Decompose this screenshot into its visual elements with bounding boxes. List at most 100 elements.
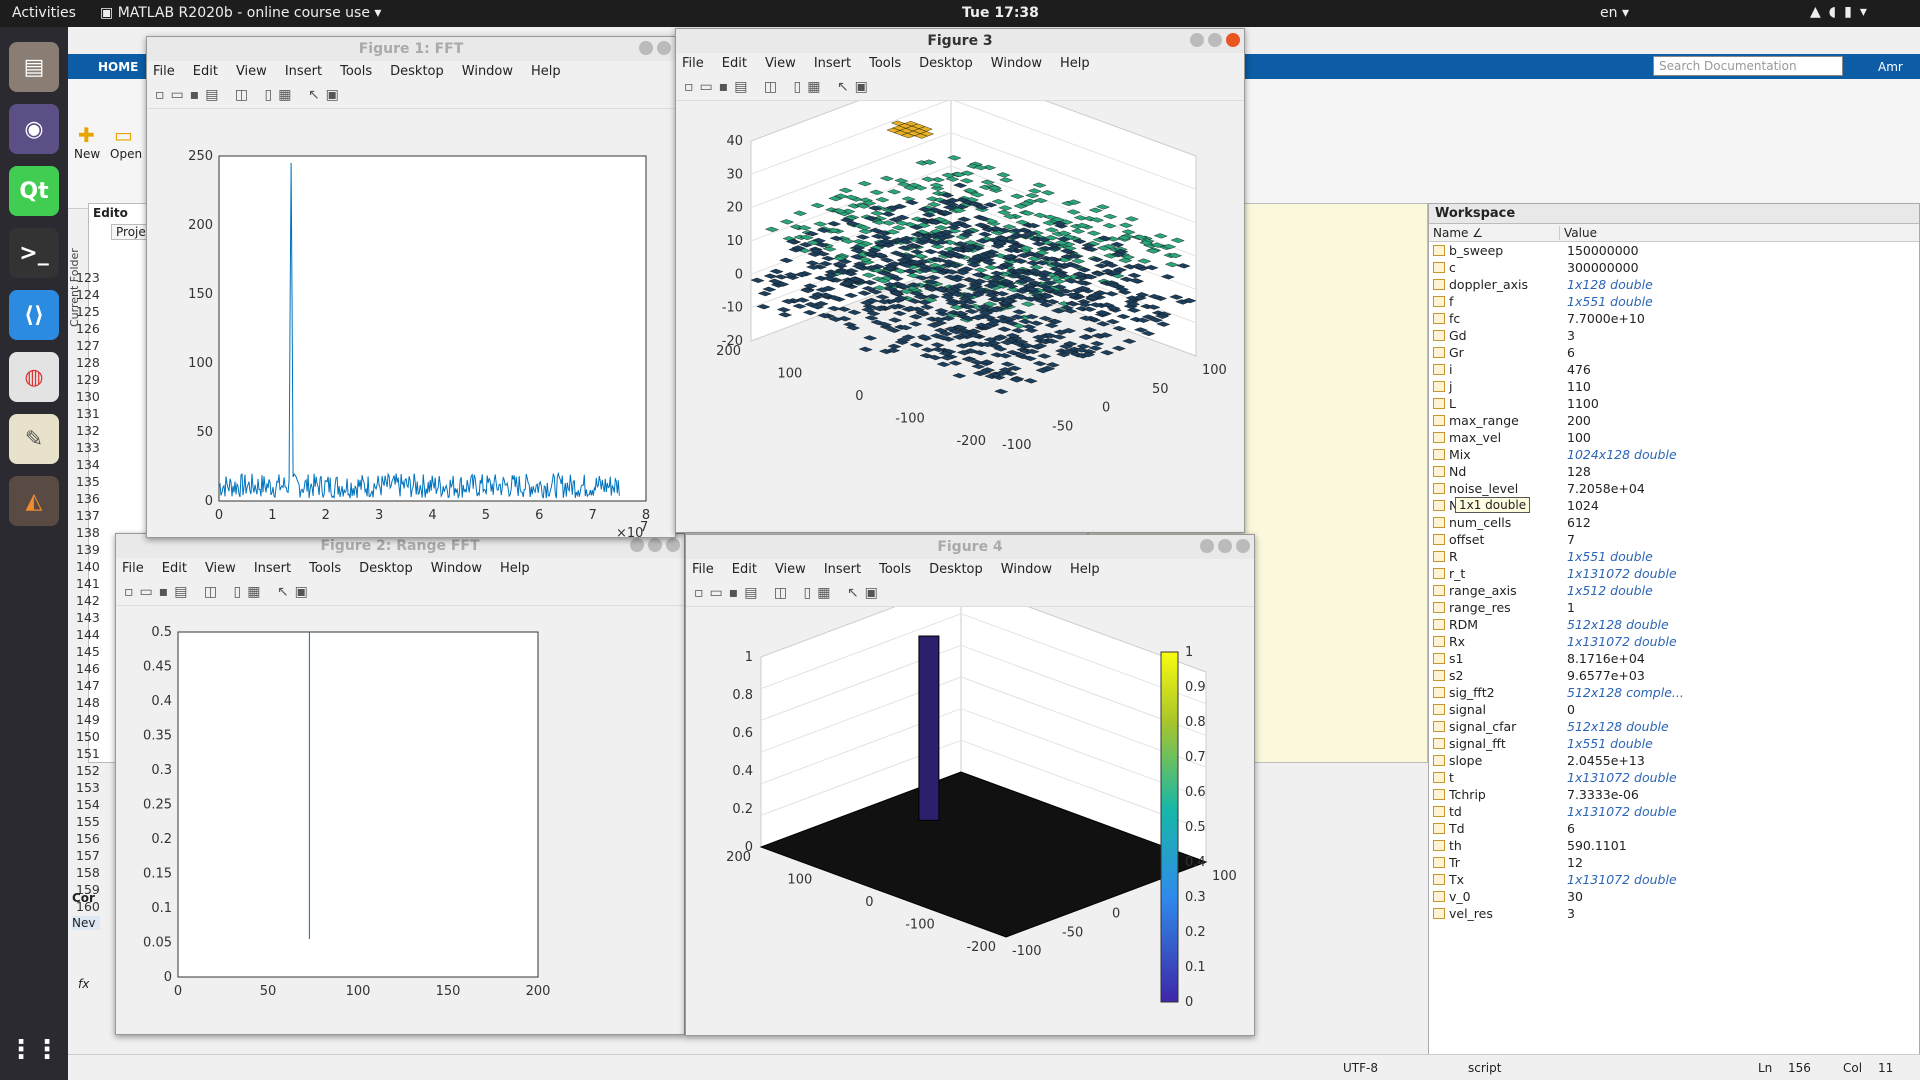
workspace-row[interactable]: f 1x551 double [1429, 293, 1919, 310]
new-button[interactable]: ✚ New [74, 123, 101, 161]
figure-3-window[interactable]: Figure 3 File Edit View Insert Tools Desktop W… [675, 28, 1245, 533]
menu-desktop[interactable]: Desktop [919, 56, 973, 71]
col-value[interactable]: Value [1559, 226, 1597, 240]
terminal-icon[interactable]: >_ [9, 228, 59, 278]
figure-2-window[interactable]: Figure 2: Range FFT File Edit View Insert To… [115, 533, 685, 1035]
clock[interactable]: Tue 17:38 [962, 5, 1039, 21]
menu-insert[interactable]: Insert [284, 64, 323, 79]
text-editor-icon[interactable]: ✎ [9, 414, 59, 464]
project-tab[interactable]: Proje [111, 224, 151, 240]
figure-4-window[interactable]: Figure 4 File Edit View Insert Tools Desktop W… [685, 534, 1255, 1036]
figure-2-titlebar[interactable]: Figure 2: Range FFT [116, 534, 684, 558]
workspace-row[interactable]: j 110 [1429, 378, 1919, 395]
workspace-row[interactable]: max_range 200 [1429, 412, 1919, 429]
menu-edit[interactable]: Edit [161, 561, 187, 576]
workspace-row[interactable]: s1 8.1716e+04 [1429, 650, 1919, 667]
workspace-row[interactable]: th 590.1101 [1429, 837, 1919, 854]
workspace-row[interactable]: s2 9.6577e+03 [1429, 667, 1919, 684]
workspace-row[interactable]: signal_cfar 512x128 double [1429, 718, 1919, 735]
menu-help[interactable]: Help [1060, 56, 1090, 71]
menu-help[interactable]: Help [500, 561, 530, 576]
figure-3-titlebar[interactable]: Figure 3 [676, 29, 1244, 53]
chrome-icon[interactable]: ◍ [9, 352, 59, 402]
menu-insert[interactable]: Insert [823, 562, 862, 577]
workspace-row[interactable]: Tchrip 7.3333e-06 [1429, 786, 1919, 803]
menu-file[interactable]: File [682, 56, 704, 71]
menu-edit[interactable]: Edit [721, 56, 747, 71]
menu-window[interactable]: Window [461, 64, 514, 79]
workspace-row[interactable]: r_t 1x131072 double [1429, 565, 1919, 582]
workspace-row[interactable]: Gr 6 [1429, 344, 1919, 361]
vscode-icon[interactable]: ⟨⟩ [9, 290, 59, 340]
workspace-row[interactable]: Rx 1x131072 double [1429, 633, 1919, 650]
menu-insert[interactable]: Insert [813, 56, 852, 71]
command-new-label[interactable]: Nev [72, 916, 100, 930]
figure-1-toolbar[interactable]: ▫▭▪▤ ◫ ▯▦ ↖▣ [147, 83, 675, 109]
workspace-row[interactable]: doppler_axis 1x128 double [1429, 276, 1919, 293]
menu-desktop[interactable]: Desktop [390, 64, 444, 79]
menu-tools[interactable]: Tools [869, 56, 902, 71]
workspace-row[interactable]: Td 6 [1429, 820, 1919, 837]
cfar-surface-chart[interactable]: 00.20.40.60.812001000-100-200-100-500501… [686, 581, 1256, 1037]
activities-button[interactable]: Activities [12, 5, 76, 21]
menu-tools[interactable]: Tools [879, 562, 912, 577]
workspace-row[interactable]: Tx 1x131072 double [1429, 871, 1919, 888]
workspace-row[interactable]: Nr10241x1 double [1429, 497, 1919, 514]
figure-1-window[interactable]: Figure 1: FFT File Edit View Insert Tools Des… [146, 36, 677, 541]
workspace-row[interactable]: num_cells 612 [1429, 514, 1919, 531]
user-menu[interactable]: Amr [1878, 60, 1903, 74]
menu-file[interactable]: File [122, 561, 144, 576]
menu-help[interactable]: Help [531, 64, 561, 79]
range-fft-chart[interactable]: 0 0.05 0.1 0.15 0.2 0.25 0.3 0.35 0.4 0.45 0.5 0 50 1… [116, 606, 686, 1036]
menu-window[interactable]: Window [430, 561, 483, 576]
command-window-tab[interactable]: Cor [72, 891, 95, 905]
workspace-row[interactable]: signal_fft 1x551 double [1429, 735, 1919, 752]
workspace-row[interactable]: Tr 12 [1429, 854, 1919, 871]
workspace-row[interactable]: b_sweep 150000000 [1429, 242, 1919, 259]
workspace-row[interactable]: td 1x131072 double [1429, 803, 1919, 820]
menu-desktop[interactable]: Desktop [929, 562, 983, 577]
webcam-icon[interactable]: ◉ [9, 104, 59, 154]
workspace-row[interactable]: fc 7.7000e+10 [1429, 310, 1919, 327]
workspace-row[interactable]: Mix 1024x128 double [1429, 446, 1919, 463]
workspace-row[interactable]: R 1x551 double [1429, 548, 1919, 565]
menu-tools[interactable]: Tools [309, 561, 342, 576]
app-grid-icon[interactable]: ⋮⋮ [8, 1035, 60, 1065]
open-button[interactable]: ▭ Open [110, 123, 143, 161]
menu-view[interactable]: View [204, 561, 236, 576]
editor-tab[interactable]: Edito [93, 206, 128, 220]
workspace-row[interactable]: c 300000000 [1429, 259, 1919, 276]
workspace-row[interactable]: signal 0 [1429, 701, 1919, 718]
workspace-row[interactable]: vel_res 3 [1429, 905, 1919, 922]
workspace-row[interactable]: L 1100 [1429, 395, 1919, 412]
workspace-row[interactable]: RDM 512x128 double [1429, 616, 1919, 633]
system-tray[interactable]: ▲◖▮▾ [1810, 4, 1875, 20]
fx-prompt[interactable]: fx [78, 977, 90, 991]
figure-4-titlebar[interactable]: Figure 4 [686, 535, 1254, 559]
figure-1-titlebar[interactable]: Figure 1: FFT [147, 37, 675, 61]
workspace-row[interactable]: Gd 3 [1429, 327, 1919, 344]
workspace-row[interactable]: max_vel 100 [1429, 429, 1919, 446]
figure-3-toolbar[interactable]: ▫▭▪▤ ◫ ▯▦ ↖▣ [676, 75, 1244, 101]
tab-home[interactable]: HOME [98, 60, 139, 74]
figure-2-toolbar[interactable]: ▫▭▪▤ ◫ ▯▦ ↖▣ [116, 580, 684, 606]
workspace-row[interactable]: range_res 1 [1429, 599, 1919, 616]
menu-file[interactable]: File [153, 64, 175, 79]
workspace-row[interactable]: sig_fft2 512x128 comple... [1429, 684, 1919, 701]
menu-window[interactable]: Window [990, 56, 1043, 71]
menu-help[interactable]: Help [1070, 562, 1100, 577]
search-input[interactable]: Search Documentation [1653, 56, 1843, 76]
figure-4-toolbar[interactable]: ▫▭▪▤ ◫ ▯▦ ↖▣ [686, 581, 1254, 607]
workspace-row[interactable]: i 476 [1429, 361, 1919, 378]
language-indicator[interactable]: en ▾ [1600, 5, 1629, 21]
workspace-row[interactable]: offset 7 [1429, 531, 1919, 548]
menu-view[interactable]: View [774, 562, 806, 577]
menu-edit[interactable]: Edit [192, 64, 218, 79]
workspace-row[interactable]: v_0 30 [1429, 888, 1919, 905]
workspace-row[interactable]: range_axis 1x512 double [1429, 582, 1919, 599]
menu-view[interactable]: View [235, 64, 267, 79]
menu-tools[interactable]: Tools [340, 64, 373, 79]
menu-insert[interactable]: Insert [253, 561, 292, 576]
